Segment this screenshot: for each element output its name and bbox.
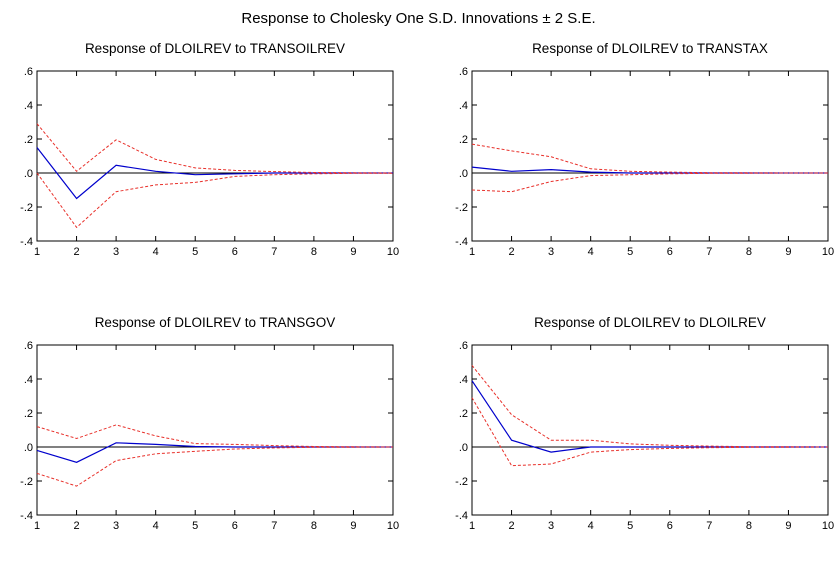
x-tick-label: 1 bbox=[34, 520, 40, 532]
x-tick-label: 1 bbox=[34, 246, 40, 258]
y-tick-label: -.4 bbox=[455, 236, 468, 248]
chart-title: Response of DLOILREV to TRANSTAX bbox=[532, 41, 768, 56]
x-tick-label: 4 bbox=[588, 520, 594, 532]
x-tick-label: 9 bbox=[785, 520, 791, 532]
x-tick-label: 8 bbox=[746, 246, 752, 258]
plot-frame bbox=[36, 70, 394, 242]
figure-title: Response to Cholesky One S.D. Innovation… bbox=[241, 10, 596, 27]
plot-frame bbox=[36, 344, 394, 516]
chart-title: Response of DLOILREV to TRANSOILREV bbox=[85, 41, 345, 56]
y-tick-label: .4 bbox=[459, 374, 468, 386]
x-tick-label: 5 bbox=[192, 520, 198, 532]
x-tick-label: 9 bbox=[785, 246, 791, 258]
response-line bbox=[471, 166, 828, 174]
response-line bbox=[36, 442, 393, 463]
chart-panel-3: Response of DLOILREV to TRANSGOV .6 .4 .2 .0… bbox=[20, 315, 399, 532]
plot-frame bbox=[471, 70, 829, 242]
x-tick-label: 2 bbox=[73, 246, 79, 258]
x-tick-label: 10 bbox=[387, 520, 399, 532]
chart-panel-4: Response of DLOILREV to DLOILREV .6 .4 .2 .0… bbox=[455, 315, 834, 532]
x-tick-label: 10 bbox=[822, 246, 834, 258]
x-tick-label: 6 bbox=[232, 246, 238, 258]
y-tick-label: -.4 bbox=[455, 510, 468, 522]
x-tick-label: 5 bbox=[627, 246, 633, 258]
y-tick-label: -.4 bbox=[20, 236, 33, 248]
x-tick-label: 7 bbox=[271, 246, 277, 258]
y-tick-label: .0 bbox=[459, 168, 468, 180]
lower-band-line bbox=[471, 172, 828, 193]
x-tick-label: 3 bbox=[113, 246, 119, 258]
x-tick-label: 7 bbox=[271, 520, 277, 532]
x-tick-label: 7 bbox=[706, 520, 712, 532]
y-tick-label: .4 bbox=[24, 374, 33, 386]
lower-band-line bbox=[471, 397, 829, 467]
x-tick-label: 6 bbox=[232, 520, 238, 532]
x-tick-label: 1 bbox=[469, 520, 475, 532]
y-tick-label: .2 bbox=[24, 408, 33, 420]
upper-band-line bbox=[471, 365, 829, 448]
y-tick-label: .4 bbox=[24, 100, 33, 112]
x-tick-label: 8 bbox=[746, 520, 752, 532]
x-tick-label: 4 bbox=[153, 520, 159, 532]
chart-panel-1: Response of DLOILREV to TRANSOILREV .6 .4.… bbox=[20, 41, 399, 258]
y-tick-label: .0 bbox=[24, 168, 33, 180]
x-tick-label: 6 bbox=[667, 246, 673, 258]
y-tick-label: .2 bbox=[459, 408, 468, 420]
x-tick-label: 3 bbox=[548, 520, 554, 532]
y-tick-label: .2 bbox=[24, 134, 33, 146]
x-tick-label: 4 bbox=[588, 246, 594, 258]
x-tick-label: 9 bbox=[350, 520, 356, 532]
y-tick-label: .2 bbox=[459, 134, 468, 146]
chart-title: Response of DLOILREV to DLOILREV bbox=[534, 315, 766, 330]
y-tick-label: .0 bbox=[459, 442, 468, 454]
y-tick-label: .6 bbox=[24, 340, 33, 352]
chart-panel-2: Response of DLOILREV to TRANSTAX .6 .4 .2 .0… bbox=[455, 41, 834, 258]
y-tick-label: .0 bbox=[24, 442, 33, 454]
lower-band-line bbox=[36, 446, 394, 487]
upper-band-line bbox=[36, 424, 394, 448]
x-tick-label: 7 bbox=[706, 246, 712, 258]
x-tick-label: 8 bbox=[311, 520, 317, 532]
x-tick-label: 2 bbox=[73, 520, 79, 532]
x-tick-label: 1 bbox=[469, 246, 475, 258]
x-tick-label: 3 bbox=[113, 520, 119, 532]
x-tick-label: 4 bbox=[153, 246, 159, 258]
x-tick-label: 5 bbox=[627, 520, 633, 532]
x-tick-label: 3 bbox=[548, 246, 554, 258]
plot-frame bbox=[471, 344, 829, 516]
chart-title: Response of DLOILREV to TRANSGOV bbox=[95, 315, 336, 330]
y-tick-label: -.2 bbox=[20, 202, 33, 214]
lower-band-line bbox=[36, 172, 394, 229]
response-line bbox=[471, 380, 828, 453]
x-tick-label: 2 bbox=[508, 246, 514, 258]
y-tick-label: .6 bbox=[459, 340, 468, 352]
y-tick-label: -.2 bbox=[455, 476, 468, 488]
x-tick-label: 6 bbox=[667, 520, 673, 532]
x-tick-label: 8 bbox=[311, 246, 317, 258]
x-tick-label: 2 bbox=[508, 520, 514, 532]
upper-band-line bbox=[471, 143, 828, 174]
y-tick-label: .4 bbox=[459, 100, 468, 112]
upper-band-line bbox=[36, 123, 394, 174]
y-tick-label: .6 bbox=[459, 66, 468, 78]
x-tick-label: 9 bbox=[350, 246, 356, 258]
y-tick-label: -.2 bbox=[455, 202, 468, 214]
x-tick-label: 10 bbox=[387, 246, 399, 258]
x-tick-label: 10 bbox=[822, 520, 834, 532]
y-tick-label: -.4 bbox=[20, 510, 33, 522]
y-tick-label: -.2 bbox=[20, 476, 33, 488]
y-tick-label: .6 bbox=[24, 66, 33, 78]
x-tick-label: 5 bbox=[192, 246, 198, 258]
